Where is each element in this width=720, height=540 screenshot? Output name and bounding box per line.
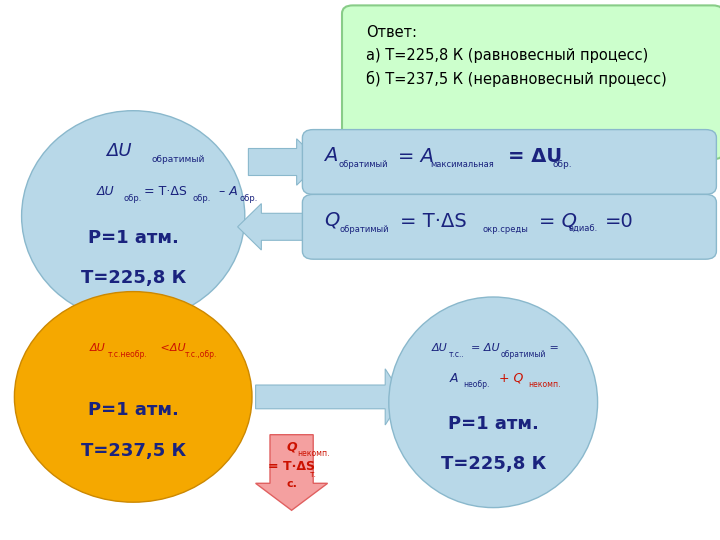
Text: = ΔU: = ΔU	[471, 343, 500, 353]
Text: Q: Q	[287, 440, 297, 453]
Text: некомп.: некомп.	[297, 449, 330, 458]
Text: = T·ΔS: = T·ΔS	[268, 460, 315, 472]
Text: – A: – A	[215, 185, 238, 198]
Text: P=1 атм.: P=1 атм.	[88, 228, 179, 247]
Text: обратимый: обратимый	[340, 225, 390, 234]
Text: = ΔU: = ΔU	[508, 147, 562, 166]
Text: максимальная: максимальная	[431, 160, 495, 169]
Text: <ΔU: <ΔU	[157, 343, 186, 353]
Text: T=225,8 К: T=225,8 К	[81, 269, 186, 287]
Text: т.: т.	[310, 470, 317, 478]
Text: A: A	[450, 372, 459, 384]
Text: обр.: обр.	[553, 160, 572, 169]
Text: Q: Q	[324, 211, 339, 230]
Text: T=225,8 К: T=225,8 К	[441, 455, 546, 474]
Text: ΔU: ΔU	[106, 142, 132, 160]
Polygon shape	[238, 204, 310, 250]
Ellipse shape	[389, 297, 598, 508]
Text: = A: = A	[398, 147, 434, 166]
FancyBboxPatch shape	[302, 194, 716, 259]
Text: адиаб.: адиаб.	[569, 225, 598, 234]
Text: + Q: + Q	[499, 372, 523, 384]
Text: P=1 атм.: P=1 атм.	[88, 401, 179, 420]
Polygon shape	[248, 139, 320, 185]
Text: обр.: обр.	[124, 194, 143, 202]
Text: обратимый: обратимый	[151, 155, 204, 164]
Text: ΔU: ΔU	[432, 343, 448, 353]
Text: обратимый: обратимый	[500, 350, 546, 359]
Ellipse shape	[14, 292, 252, 502]
Text: окр.среды: окр.среды	[482, 225, 528, 234]
Text: обр.: обр.	[192, 194, 211, 202]
Text: Ответ:
а) Т=225,8 К (равновесный процесс)
б) Т=237,5 К (неравновесный процесс): Ответ: а) Т=225,8 К (равновесный процесс…	[366, 25, 667, 86]
Text: ΔU: ΔU	[90, 343, 106, 353]
Text: = T·ΔS: = T·ΔS	[140, 185, 187, 198]
Text: т.с.необр.: т.с.необр.	[108, 350, 148, 359]
Text: =0: =0	[605, 212, 634, 231]
Text: т.с.,обр.: т.с.,обр.	[185, 350, 217, 359]
Polygon shape	[256, 369, 403, 425]
Text: некомп.: некомп.	[528, 380, 560, 389]
Text: = Q: = Q	[539, 212, 577, 231]
Ellipse shape	[22, 111, 245, 321]
Text: обратимый: обратимый	[338, 160, 388, 169]
Text: т.с..: т.с..	[449, 350, 464, 359]
Text: =: =	[546, 343, 559, 353]
FancyBboxPatch shape	[302, 130, 716, 194]
FancyBboxPatch shape	[342, 5, 720, 159]
Text: ΔU: ΔU	[97, 185, 114, 198]
Text: A: A	[324, 146, 338, 165]
Text: с.: с.	[286, 480, 297, 489]
Text: P=1 атм.: P=1 атм.	[448, 415, 539, 433]
Text: = T·ΔS: = T·ΔS	[400, 212, 467, 231]
Polygon shape	[256, 435, 328, 510]
Text: необр.: необр.	[463, 380, 490, 389]
Text: T=237,5 К: T=237,5 К	[81, 442, 186, 460]
Text: обр.: обр.	[240, 194, 258, 202]
